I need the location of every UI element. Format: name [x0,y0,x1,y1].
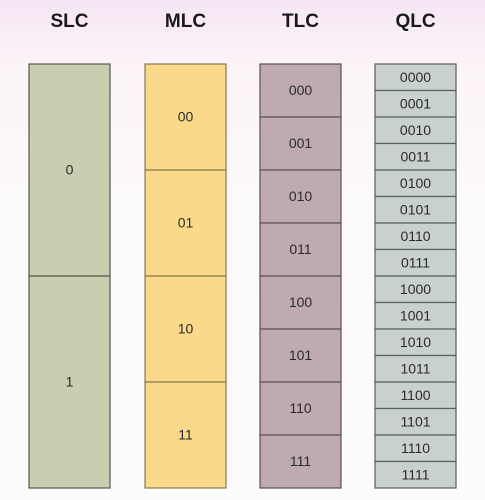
column: TLC 000 001 010 011 100 101 110 111 [259,11,342,489]
cell-label: 001 [289,135,313,151]
cell-label: 00 [178,109,194,125]
cell-label: 0010 [400,122,431,138]
column-title: TLC [282,11,319,32]
cell [144,275,227,383]
cell [259,275,342,330]
cell [374,460,457,489]
cell-label: 1 [66,374,74,390]
column-title: QLC [395,11,435,32]
cell [374,354,457,383]
cell-label: 0110 [400,228,430,244]
cell-label: 101 [289,347,313,363]
cell-label: 1110 [401,440,430,456]
cell [259,222,342,277]
cell-label: 1001 [400,307,431,323]
cell-label: 110 [289,400,312,416]
cell [374,434,457,463]
cell [28,275,111,489]
cell [374,275,457,304]
cell-label: 1010 [400,334,431,350]
column-title: MLC [165,11,206,32]
column-title: SLC [51,11,89,32]
cell [259,328,342,383]
cell-label: 0 [66,162,74,178]
cell [144,169,227,277]
cell-label: 1101 [400,413,430,429]
cell-label: 010 [289,188,313,204]
column: SLC 0 1 [28,11,111,489]
cell-label: 0001 [400,95,431,111]
cell [374,195,457,224]
cell-label: 1111 [401,466,429,482]
cell [374,248,457,277]
cell-label: 0101 [400,201,431,217]
column: MLC 00 01 10 11 [144,11,227,489]
column: QLC 0000 0001 0010 0011 0100 0101 0110 0111 1000 1… [374,11,457,489]
cell-label: 111 [290,453,311,469]
cell [259,434,342,489]
cell-label: 1100 [400,387,430,403]
cell [144,381,227,489]
cell-label: 10 [178,321,194,337]
cell [374,142,457,171]
cell-label: 01 [178,215,194,231]
cell-label: 0011 [400,148,430,164]
cell-label: 0111 [401,254,430,270]
cell-label: 100 [289,294,313,310]
cell-label: 0100 [400,175,431,191]
cell [374,116,457,145]
cell-label: 000 [289,82,313,98]
cell-label: 11 [178,427,193,443]
cell [374,301,457,330]
cell-label: 0000 [400,69,431,85]
cell [259,116,342,171]
cell [144,63,227,171]
cell [374,381,457,410]
cell [374,169,457,198]
cell-label: 011 [289,241,312,257]
cell-label: 1011 [400,360,430,376]
cell [374,222,457,251]
cell-label: 1000 [400,281,431,297]
cell [374,89,457,118]
cell [28,63,111,277]
